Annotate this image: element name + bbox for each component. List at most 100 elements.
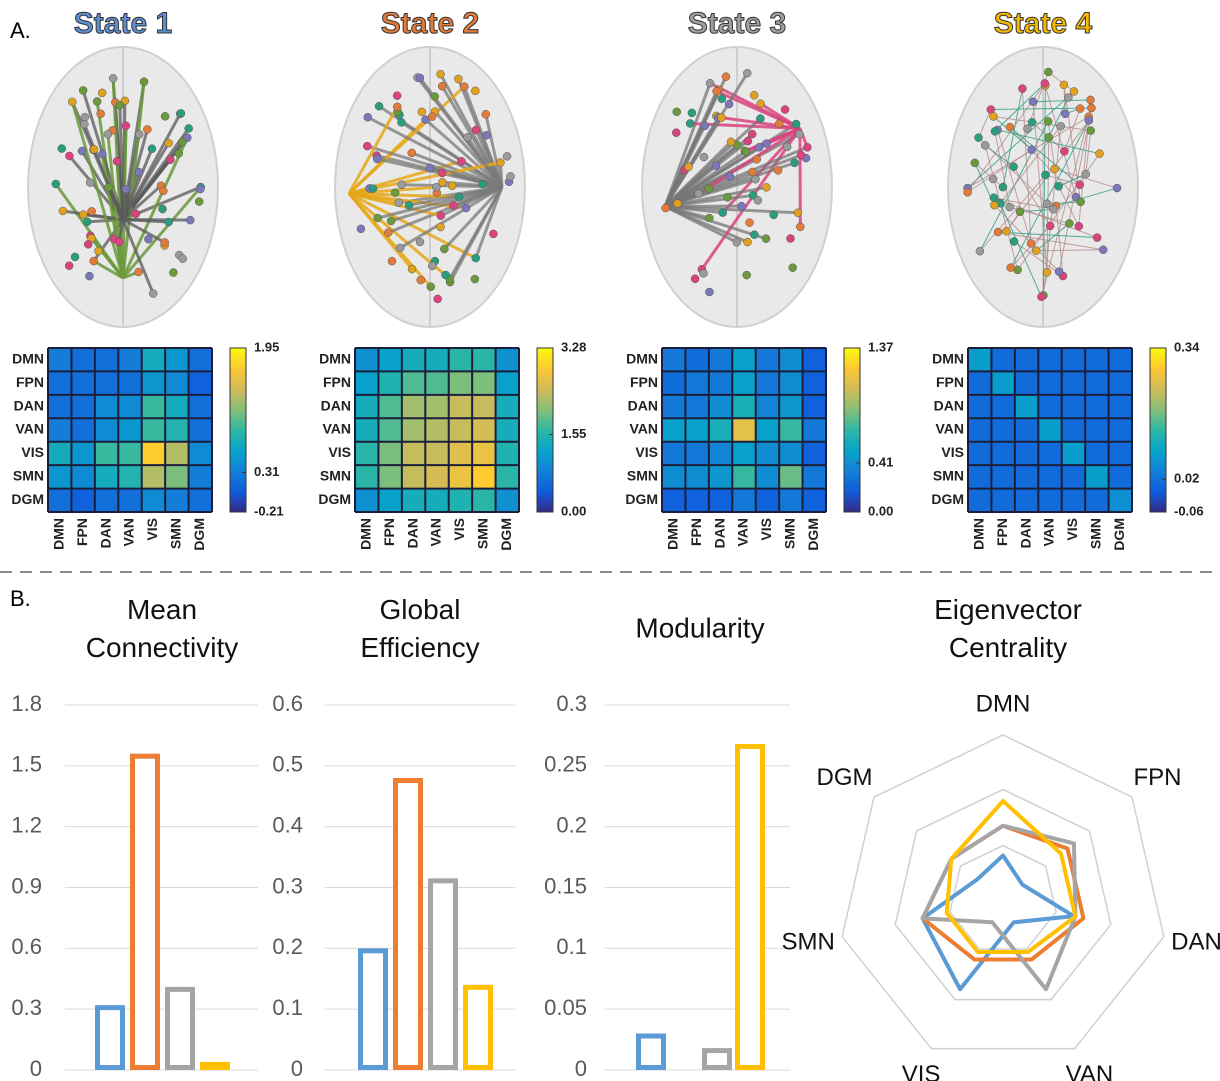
heatmap-cell [991, 348, 1015, 372]
column-label: DMN [50, 518, 66, 550]
bar [705, 1051, 730, 1068]
brain-node [455, 193, 463, 201]
brain-node [471, 87, 479, 95]
heatmap-cell [378, 465, 402, 489]
brain-node [1065, 219, 1073, 227]
heatmap-cell [662, 442, 686, 466]
heatmap-cell [378, 442, 402, 466]
brain-node [1093, 234, 1101, 242]
brain-node [434, 295, 442, 303]
brain-node [98, 89, 106, 97]
brain-node [93, 97, 101, 105]
brain-node [733, 238, 741, 246]
brain-node [762, 183, 770, 191]
heatmap-cell [425, 489, 449, 513]
heatmap-cell [685, 395, 709, 419]
brain-node [431, 93, 439, 101]
heatmap-cell [71, 395, 95, 419]
brain-node [482, 131, 490, 139]
heatmap-cell [779, 489, 803, 513]
heatmap-cell [1015, 489, 1039, 513]
chart-title: EigenvectorCentrality [934, 594, 1082, 663]
heatmap-cell [472, 348, 496, 372]
brain-node [688, 109, 696, 117]
colorbar-tick-label: 0.34 [1174, 339, 1200, 354]
bar [98, 1008, 123, 1068]
row-label: DMN [319, 350, 351, 366]
y-tick-label: 0.2 [556, 812, 587, 837]
heatmap-cell [496, 489, 520, 513]
y-tick-label: 0.3 [11, 995, 42, 1020]
brain-node [393, 103, 401, 111]
brain-node [416, 74, 424, 82]
heatmap-cell [756, 348, 780, 372]
brain-node [363, 142, 371, 150]
heatmap-cell [803, 465, 827, 489]
brain-node [384, 229, 392, 237]
y-tick-label: 0.25 [544, 752, 587, 777]
brain-node [1006, 203, 1014, 211]
heatmap-cell [662, 465, 686, 489]
brain-node [1057, 122, 1065, 130]
brain-node [98, 150, 106, 158]
heatmap-cell [732, 489, 756, 513]
brain-node [179, 138, 187, 146]
radar-axis-label: FPN [1133, 764, 1181, 791]
column-label: VIS [451, 518, 467, 541]
heatmap-cell [472, 371, 496, 395]
bar [396, 781, 421, 1068]
heatmap-cell [991, 395, 1015, 419]
row-label: DAN [14, 397, 44, 413]
heatmap-cell [189, 371, 213, 395]
brain-node [373, 155, 381, 163]
heatmap-cell [732, 348, 756, 372]
brain-node [796, 223, 804, 231]
heatmap-cell [95, 442, 119, 466]
brain-node [719, 209, 727, 217]
brain [28, 47, 218, 327]
brain [948, 47, 1138, 327]
heatmap-cell [968, 348, 992, 372]
brain-node [976, 247, 984, 255]
brain-node [753, 155, 761, 163]
y-tick-label: 0.4 [272, 812, 303, 837]
brain-node [989, 175, 997, 183]
y-tick-label: 1.2 [11, 812, 42, 837]
heatmap-cell [378, 489, 402, 513]
heatmap-cell [449, 465, 473, 489]
heatmap-cell [496, 465, 520, 489]
y-tick-label: 0.6 [11, 934, 42, 959]
brain-node [396, 244, 404, 252]
heatmap-cell [1062, 418, 1086, 442]
colorbar-tick-label: -0.06 [1174, 503, 1204, 518]
brain-node [990, 194, 998, 202]
brain-node [1044, 117, 1052, 125]
brain-node [159, 205, 167, 213]
brain [642, 47, 832, 327]
row-label: DMN [626, 350, 658, 366]
brain-node [140, 78, 148, 86]
brain-node [1087, 104, 1095, 112]
heatmap-cell [709, 442, 733, 466]
y-tick-label: 0.3 [556, 691, 587, 716]
heatmap-cell [803, 371, 827, 395]
heatmap-cell [48, 465, 72, 489]
brain-node [792, 120, 800, 128]
brain-node [135, 130, 143, 138]
brain-node [364, 113, 372, 121]
heatmap-cell [732, 418, 756, 442]
y-tick-label: 0.9 [11, 873, 42, 898]
brain-node [52, 180, 60, 188]
heatmap-cell [779, 442, 803, 466]
heatmap-cell [95, 395, 119, 419]
heatmap-cell [118, 418, 142, 442]
brain-node [472, 126, 480, 134]
colorbar-tick-label: 3.28 [561, 339, 586, 354]
heatmap-cell [425, 348, 449, 372]
heatmap-cell [732, 442, 756, 466]
heatmap-cell [662, 348, 686, 372]
row-label: DGM [318, 491, 351, 507]
brain-node [762, 235, 770, 243]
heatmap-cell [803, 348, 827, 372]
row-label: DGM [11, 491, 44, 507]
